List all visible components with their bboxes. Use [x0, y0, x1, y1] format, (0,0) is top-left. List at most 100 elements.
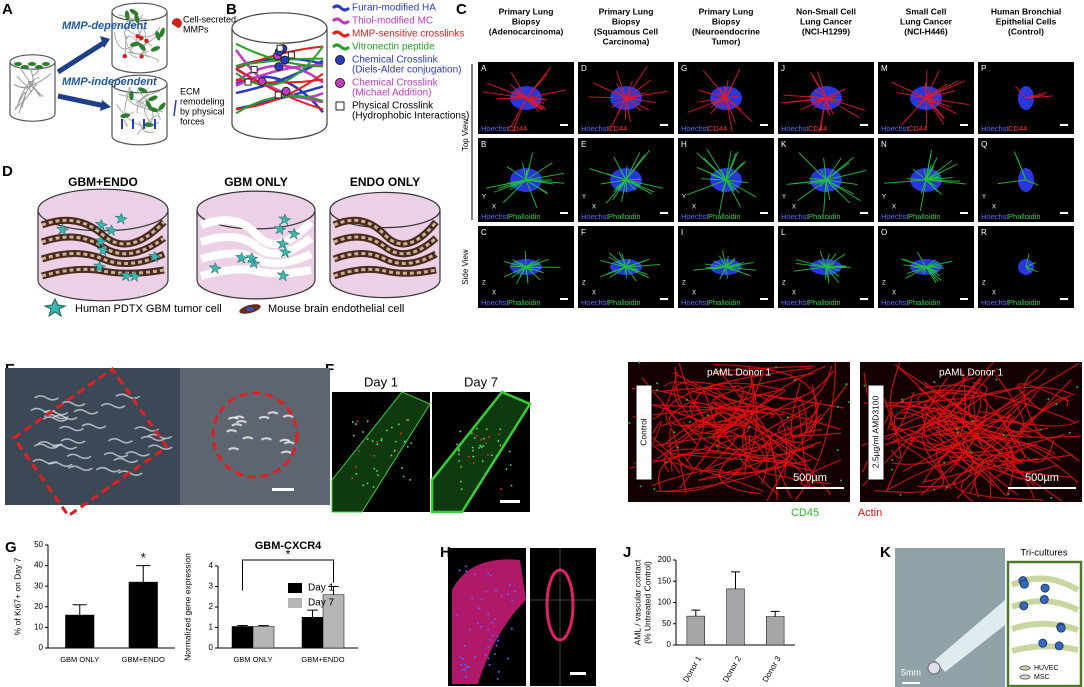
cd45-cell: [748, 426, 751, 429]
cd45-cell: [1076, 385, 1079, 388]
bar: [252, 626, 275, 649]
cell: [355, 423, 357, 425]
sub-letter: M: [881, 64, 888, 73]
fiber: [279, 438, 291, 443]
protrusion: [725, 266, 741, 273]
actin-fiber: [928, 414, 1013, 451]
cell: [380, 437, 383, 440]
protrusion: [625, 266, 637, 282]
axis-label: X: [792, 205, 796, 211]
protrusion: [625, 97, 629, 112]
day-label: Day 1: [364, 374, 398, 389]
tumor-cell: [94, 218, 108, 232]
protrusion: [721, 179, 727, 193]
scale-bar: [560, 124, 568, 126]
legend-swatch: [331, 30, 351, 38]
tumor-cell: [114, 212, 128, 226]
spheroid: [1019, 601, 1029, 611]
protrusion: [725, 88, 733, 99]
protrusion: [997, 179, 1027, 185]
scale-bar: [760, 212, 768, 214]
msc-icon: [1019, 674, 1031, 680]
fiber: [73, 409, 99, 415]
scale-bar: [760, 298, 768, 300]
protrusion: [718, 179, 727, 215]
y-tick-label: 50: [662, 619, 671, 628]
cd45-cell: [718, 370, 721, 373]
actin-fiber: [659, 387, 770, 402]
protrusion: [925, 260, 953, 268]
nucleus: [464, 663, 467, 666]
sub-letter: D: [581, 64, 587, 73]
cell: [362, 484, 365, 487]
fiber: [124, 33, 150, 55]
cell: [150, 46, 161, 52]
tumor-cell: [96, 244, 110, 257]
cell: [467, 455, 470, 458]
protrusion: [814, 89, 827, 99]
nucleus: [458, 569, 461, 572]
stain-label: Phalloidin: [608, 298, 641, 307]
axis-label: X: [692, 291, 696, 297]
actin-fiber: [932, 406, 1080, 427]
cell: [393, 449, 396, 452]
stain-label: CD44: [908, 124, 927, 133]
y-tick-label: 0: [209, 643, 214, 652]
protrusion: [725, 161, 744, 181]
protrusion: [593, 82, 627, 99]
stain-label: Hoechst: [481, 124, 509, 133]
cell: [497, 440, 500, 442]
actin-fiber: [673, 381, 729, 407]
protrusion: [625, 149, 651, 181]
sub-letter: J: [781, 64, 785, 73]
cell: [351, 421, 354, 423]
cd45-cell: [628, 421, 631, 424]
column-header: Primary Lung: [599, 6, 654, 16]
legend-label: HUVEC: [1034, 665, 1059, 672]
nucleus: [513, 590, 516, 593]
nucleus: [489, 574, 492, 577]
fiber: [47, 461, 73, 467]
protrusion: [1025, 95, 1053, 99]
error-bar: [731, 571, 740, 589]
stain-label: Actin: [858, 507, 882, 519]
legend-label: (Michael Addition): [352, 88, 431, 99]
protrusion: [825, 254, 830, 268]
protrusion: [725, 95, 739, 99]
tube: [452, 559, 526, 684]
fiber: [282, 414, 294, 418]
cd45-cell: [971, 420, 974, 423]
y-tick-label: 4: [209, 561, 214, 570]
actin-fiber: [689, 401, 807, 462]
protrusion: [825, 97, 860, 119]
protrusion: [502, 179, 527, 204]
y-axis-label: Normalized gene expression: [182, 553, 192, 661]
actin-fiber: [923, 376, 1065, 454]
cd45-cell: [655, 382, 658, 385]
protrusion: [721, 97, 727, 110]
cd45-cell: [673, 431, 676, 434]
legend-label: Chemical Crosslink: [352, 55, 439, 66]
actin-fiber: [909, 420, 1020, 446]
y-tick-label: 2: [209, 602, 214, 611]
actin-fiber: [660, 389, 786, 427]
protrusion: [925, 97, 970, 106]
y-tick-label: 100: [658, 598, 672, 607]
protrusion: [925, 97, 945, 120]
cell: [458, 460, 460, 462]
protrusion: [525, 97, 547, 111]
error-bar: [691, 609, 701, 617]
protrusion: [621, 253, 627, 268]
cd45-cell: [863, 384, 866, 387]
spheroid: [1054, 641, 1064, 651]
cell: [155, 30, 161, 41]
fiber: [96, 466, 121, 473]
cd45-cell: [933, 488, 936, 491]
protrusion: [625, 258, 650, 268]
actin-fiber: [891, 371, 966, 465]
cell: [376, 440, 379, 443]
actin-fiber: [969, 460, 992, 500]
protrusion: [625, 179, 636, 191]
cell: [372, 486, 375, 488]
protrusion: [706, 148, 727, 181]
